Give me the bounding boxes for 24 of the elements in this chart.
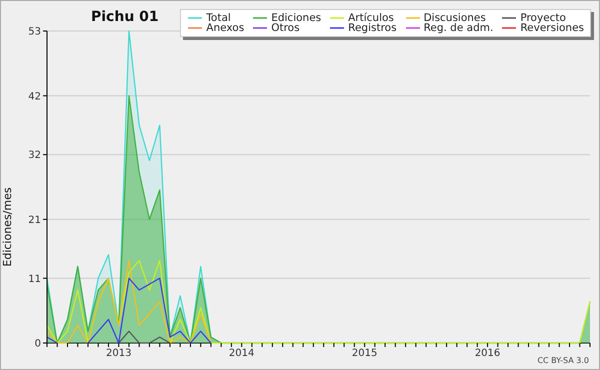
legend-label: Artículos: [348, 12, 394, 24]
y-tick-label: 32: [28, 150, 41, 162]
legend-label: Otros: [271, 22, 300, 34]
line-series: [46, 260, 212, 344]
y-tick-label: 21: [28, 214, 41, 226]
text: CC BY-SA 3.0: [537, 356, 589, 365]
legend-label: Anexos: [206, 22, 244, 34]
x-tick-label: 2014: [228, 348, 254, 360]
chart-title: Pichu 01: [91, 9, 159, 25]
y-tick-label: 0: [34, 338, 41, 350]
y-tick-label: 53: [28, 26, 41, 38]
legend-label: Reversiones: [520, 22, 584, 34]
legend-label: Reg. de adm.: [424, 22, 494, 34]
legend-label: Discusiones: [424, 12, 486, 24]
legend-label: Proyecto: [520, 12, 566, 24]
y-tick-label: 42: [28, 91, 41, 102]
y-axis-title: Ediciones/mes: [0, 187, 14, 267]
legend-label: Total: [206, 12, 231, 24]
legend-label: Ediciones: [271, 12, 322, 24]
x-tick-label: 2015: [352, 348, 378, 360]
x-tick-label: 2013: [106, 348, 132, 360]
y-tick-label: 11: [28, 274, 41, 285]
legend-label: Registros: [348, 22, 397, 34]
x-tick-label: 2016: [474, 348, 500, 360]
